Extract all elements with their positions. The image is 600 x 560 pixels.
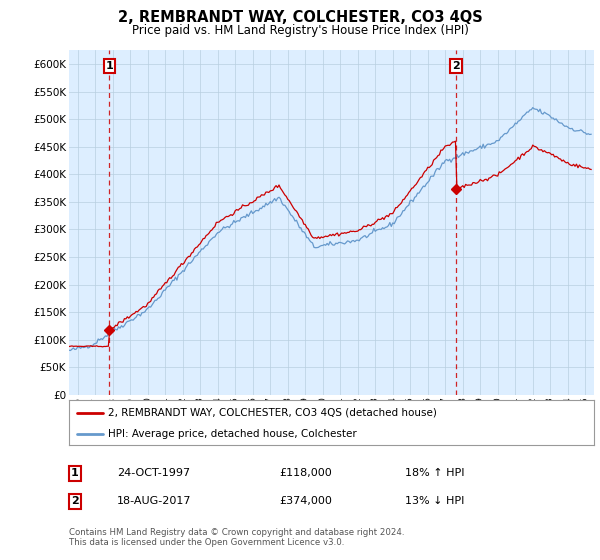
Text: Contains HM Land Registry data © Crown copyright and database right 2024.
This d: Contains HM Land Registry data © Crown c… — [69, 528, 404, 547]
Text: 2, REMBRANDT WAY, COLCHESTER, CO3 4QS: 2, REMBRANDT WAY, COLCHESTER, CO3 4QS — [118, 10, 482, 25]
Text: 2: 2 — [452, 61, 460, 71]
Text: 18-AUG-2017: 18-AUG-2017 — [117, 496, 191, 506]
Text: £118,000: £118,000 — [279, 468, 332, 478]
Text: 13% ↓ HPI: 13% ↓ HPI — [405, 496, 464, 506]
Text: 24-OCT-1997: 24-OCT-1997 — [117, 468, 190, 478]
Text: Price paid vs. HM Land Registry's House Price Index (HPI): Price paid vs. HM Land Registry's House … — [131, 24, 469, 36]
Text: 2, REMBRANDT WAY, COLCHESTER, CO3 4QS (detached house): 2, REMBRANDT WAY, COLCHESTER, CO3 4QS (d… — [109, 408, 437, 418]
Text: 1: 1 — [106, 61, 113, 71]
Text: HPI: Average price, detached house, Colchester: HPI: Average price, detached house, Colc… — [109, 429, 357, 439]
Text: 1: 1 — [71, 468, 79, 478]
Text: 18% ↑ HPI: 18% ↑ HPI — [405, 468, 464, 478]
Text: £374,000: £374,000 — [279, 496, 332, 506]
Text: 2: 2 — [71, 496, 79, 506]
